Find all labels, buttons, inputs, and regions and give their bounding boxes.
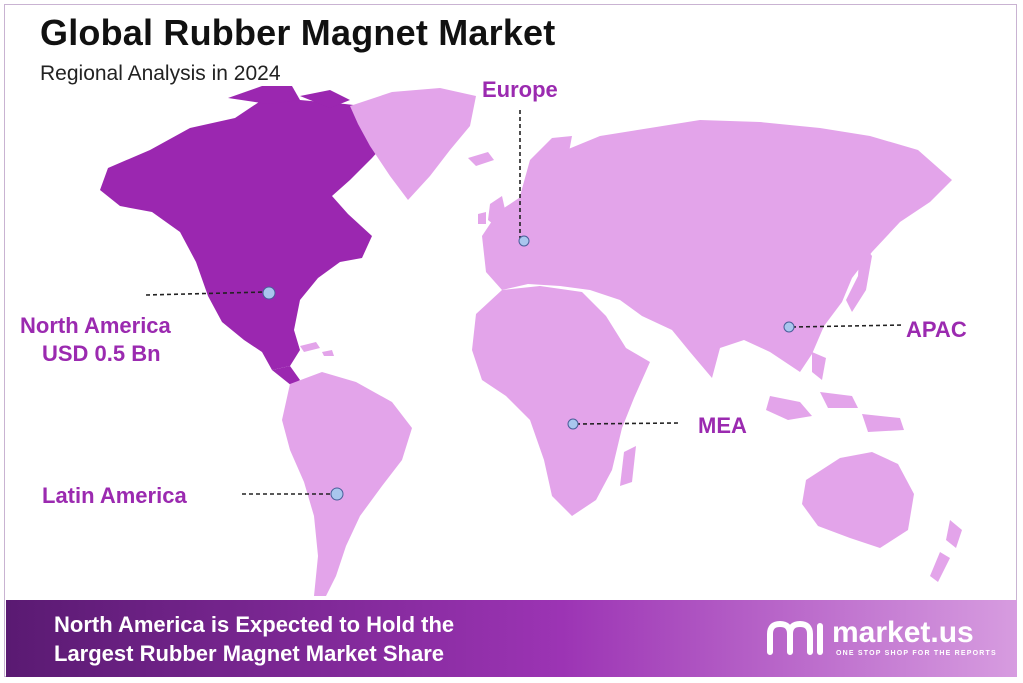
value-north-america: USD 0.5 Bn xyxy=(42,341,161,366)
marker-europe xyxy=(518,235,530,247)
page-title: Global Rubber Magnet Market xyxy=(40,12,556,53)
leader-lines xyxy=(145,110,905,495)
footer-banner: North America is Expected to Hold the La… xyxy=(6,600,1017,677)
label-north-america: North America xyxy=(20,313,171,338)
region-greenland xyxy=(350,88,476,200)
region-markers xyxy=(262,235,795,501)
region-africa xyxy=(472,286,650,516)
page-subtitle: Regional Analysis in 2024 xyxy=(40,62,281,85)
label-europe: Europe xyxy=(482,77,558,102)
marker-north-america xyxy=(262,286,276,300)
region-japan xyxy=(846,240,872,312)
region-iceland xyxy=(468,152,494,166)
region-north-america xyxy=(100,86,395,386)
region-sea-islands xyxy=(766,352,904,432)
region-caribbean xyxy=(300,342,334,356)
label-mea: MEA xyxy=(698,413,747,438)
label-apac: APAC xyxy=(906,317,967,342)
region-scandinavia xyxy=(520,136,572,218)
leader-line-north-america xyxy=(145,291,267,296)
footer-message: North America is Expected to Hold the La… xyxy=(54,610,454,668)
label-latin-america: Latin America xyxy=(42,483,187,508)
footer-line-2: Largest Rubber Magnet Market Share xyxy=(54,641,444,666)
footer-line-1: North America is Expected to Hold the xyxy=(54,612,455,637)
region-madagascar xyxy=(620,446,636,486)
region-australia xyxy=(802,452,914,548)
region-europe-asia xyxy=(482,120,952,378)
region-latin-america xyxy=(282,372,412,596)
leader-line-apac xyxy=(791,324,905,328)
brand-name: market.us xyxy=(832,616,974,649)
brand-tagline: ONE STOP SHOP FOR THE REPORTS xyxy=(836,650,997,657)
marker-mea xyxy=(567,418,579,430)
leader-line-mea xyxy=(575,422,679,425)
marker-latin-america xyxy=(330,487,344,501)
region-new-zealand xyxy=(930,520,962,582)
region-uk-ireland xyxy=(478,196,506,228)
market-us-logo-icon xyxy=(767,620,823,655)
marker-apac xyxy=(783,321,795,333)
